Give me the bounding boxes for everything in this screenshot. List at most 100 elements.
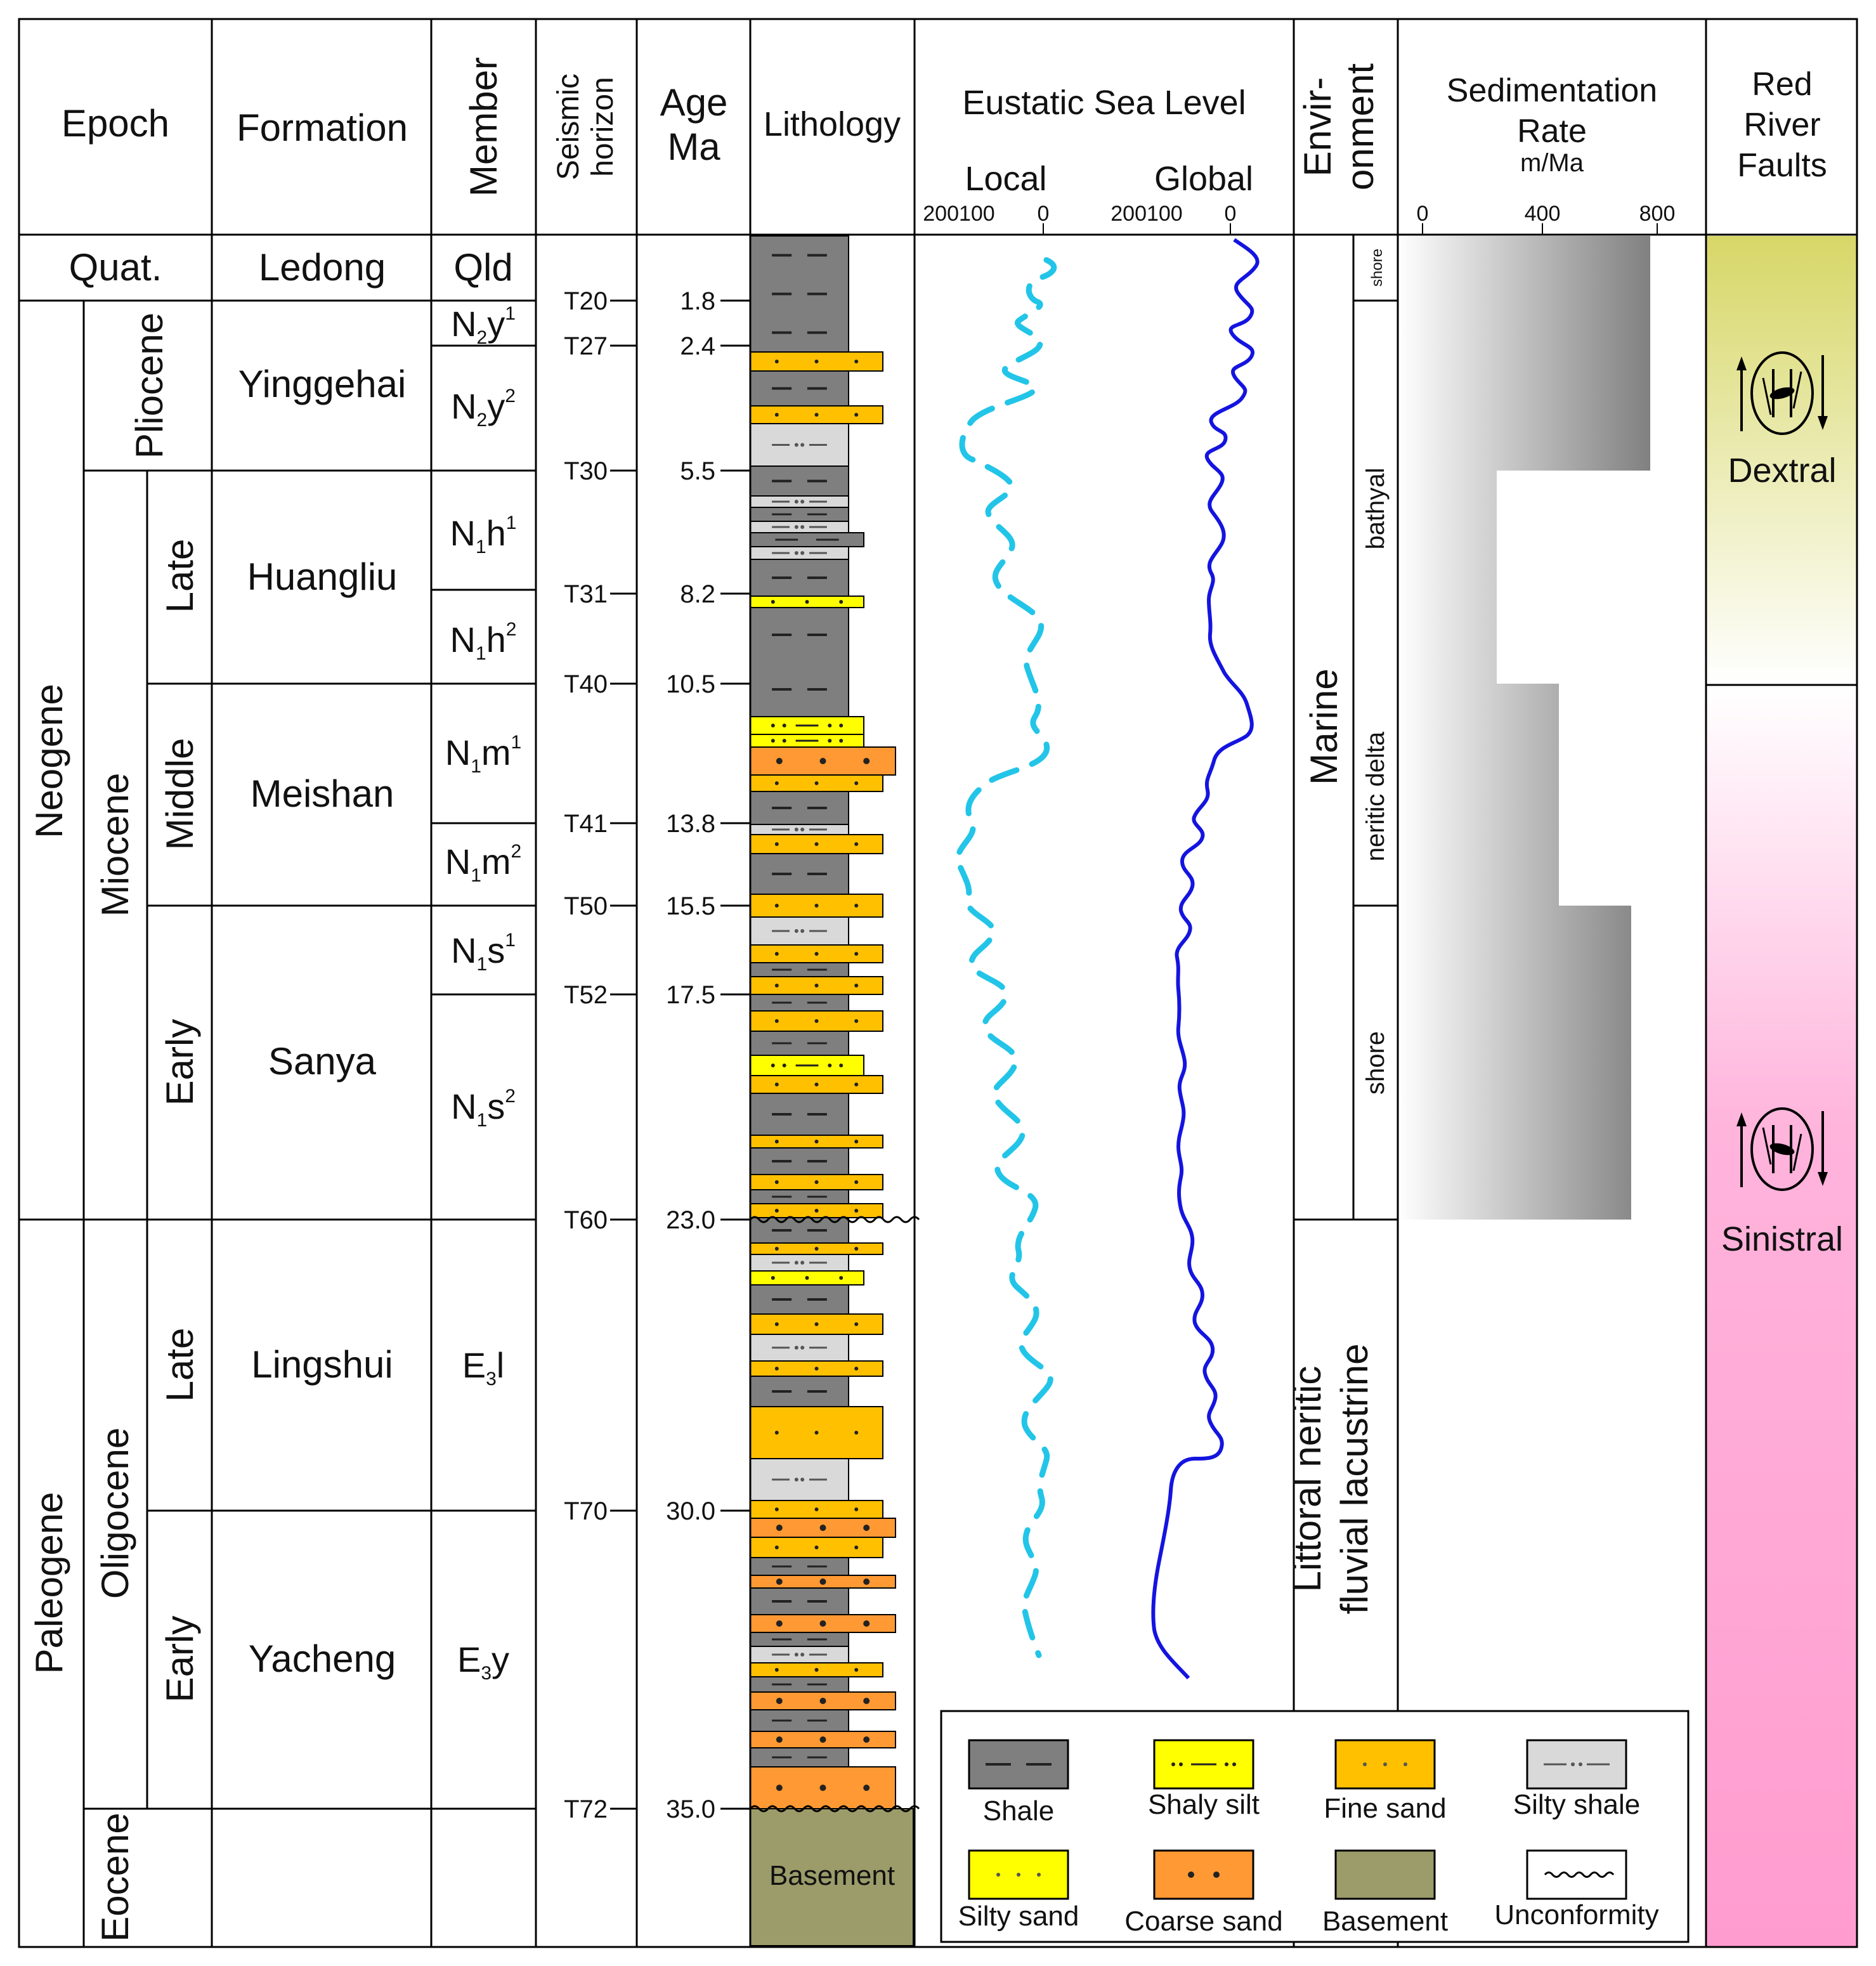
header-age-line2: Ma [667, 126, 720, 168]
litho-layer-shale [750, 1093, 849, 1136]
litho-layer-fine-sand [750, 1360, 883, 1377]
header-sedimentation-unit: m/Ma [1520, 149, 1584, 177]
fault-sinistral-label: Sinistral [1721, 1220, 1843, 1258]
litho-layer-shale [750, 607, 849, 717]
age-13.8: 13.8 [666, 810, 715, 838]
member-qld: Qld [453, 246, 512, 289]
epoch-eocene: Eocene [94, 1813, 136, 1942]
sed-tick-800: 800 [1639, 202, 1676, 226]
formation-lingshui: Lingshui [251, 1343, 393, 1386]
member-n1s2: N1s2 [451, 1086, 516, 1131]
header-formation: Formation [237, 107, 408, 149]
horizon-t27: T27 [564, 332, 608, 360]
subepoch-oligocene-late: Late [159, 1328, 201, 1402]
legend-label-shale: Shale [983, 1795, 1055, 1826]
header-local: Local [965, 160, 1046, 198]
dextral-fault-icon [1736, 351, 1828, 435]
litho-layer-shaly-silt [750, 716, 864, 735]
sedimentation-rate-profile [1398, 236, 1650, 1220]
epoch-paleogene: Paleogene [28, 1492, 70, 1674]
litho-layer-fine-sand [750, 1135, 883, 1149]
unconformity-t72 [749, 1805, 920, 1813]
unconformity-t60 [749, 1216, 920, 1223]
sed-tick-0: 0 [1417, 202, 1429, 226]
litho-layer-silty-shale [750, 1254, 849, 1272]
local-tick-200100: 200100 [923, 202, 994, 226]
litho-layer-fine-sand [750, 1500, 883, 1519]
local-tick-0: 0 [1038, 202, 1050, 226]
member-e3y: E3y [457, 1639, 509, 1684]
fault-dextral-label: Dextral [1728, 452, 1836, 490]
header-global: Global [1154, 160, 1253, 198]
global-tick-0: 0 [1225, 202, 1237, 226]
litho-layer-shale [750, 1709, 849, 1732]
litho-layer-fine-sand [750, 1406, 883, 1459]
environment-shore: shore [1362, 1031, 1390, 1095]
litho-layer-silty-shale [750, 521, 849, 533]
litho-layer-fine-sand [750, 834, 883, 854]
litho-layer-coarse-sand [750, 1731, 896, 1748]
litho-layer-fine-sand [750, 1662, 883, 1677]
header-environment-line1: Envir- [1296, 77, 1339, 177]
age-5.5: 5.5 [680, 457, 715, 485]
header-faults-line2: River [1743, 107, 1820, 143]
legend-label-shaly-silt: Shaly silt [1148, 1789, 1260, 1820]
litho-layer-shale [750, 465, 849, 497]
header-epoch: Epoch [62, 102, 169, 145]
formation-ledong: Ledong [259, 246, 386, 289]
litho-layer-fine-sand [750, 1242, 883, 1255]
legend: Shale Shaly silt Fine sand Silty shale Silty… [940, 1710, 1690, 1943]
subepoch-oligocene-early: Early [159, 1616, 201, 1703]
litho-layer-shaly-silt [750, 1055, 864, 1076]
global-sea-level-curve [1151, 238, 1260, 1680]
legend-item-silty-sand: Silty sand [958, 1849, 1079, 1932]
litho-layer-shale [750, 1747, 849, 1767]
legend-label-fine-sand: Fine sand [1324, 1793, 1446, 1824]
litho-layer-coarse-sand [750, 1518, 896, 1538]
legend-item-shaly-silt: Shaly silt [1148, 1739, 1260, 1820]
horizon-t60: T60 [564, 1206, 608, 1234]
header-sedimentation-line1: Sedimentation [1447, 72, 1657, 109]
horizon-t40: T40 [564, 670, 608, 698]
local-sea-level-curve [954, 257, 1057, 1658]
litho-layer-silty-shale [750, 1646, 849, 1663]
sinistral-band [1706, 685, 1857, 1947]
epoch-quat: Quat. [69, 246, 162, 289]
litho-layer-silty-sand [750, 596, 864, 608]
horizon-t70: T70 [564, 1497, 608, 1525]
legend-item-shale: Shale [968, 1739, 1069, 1826]
member-n2y2: N2y2 [451, 386, 516, 431]
litho-layer-fine-sand [750, 894, 883, 918]
litho-layer-silty-shale [750, 824, 849, 835]
litho-layer-coarse-sand [750, 1575, 896, 1589]
legend-item-silty-shale: Silty shale [1513, 1739, 1640, 1820]
lithology-column: Basement [749, 235, 920, 1946]
environment-littoral-line2: fluvial lacustrine [1333, 1344, 1376, 1615]
legend-label-silty-sand: Silty sand [958, 1901, 1079, 1932]
horizon-t41: T41 [564, 810, 608, 838]
epoch-neogene: Neogene [28, 684, 70, 838]
age-23.0: 23.0 [666, 1206, 715, 1234]
legend-item-coarse-sand: Coarse sand [1124, 1849, 1283, 1937]
litho-layer-fine-sand [750, 1537, 883, 1558]
litho-layer-shale [750, 962, 849, 977]
age-8.2: 8.2 [680, 580, 715, 608]
age-1.8: 1.8 [680, 287, 715, 315]
environment-bathyal: bathyal [1362, 468, 1390, 550]
litho-layer-coarse-sand [750, 1614, 896, 1633]
subepoch-miocene-early: Early [159, 1019, 201, 1106]
header-environment-line2: onment [1339, 63, 1381, 190]
formation-yinggehai: Yinggehai [238, 363, 407, 405]
epoch-pliocene: Pliocene [128, 313, 171, 459]
litho-layer-shale [750, 507, 849, 522]
environment-shore-top: shore [1369, 249, 1386, 287]
member-n2y1: N2y1 [451, 303, 516, 348]
litho-layer-shaly-silt [750, 734, 864, 748]
environment-neritic-delta: neritic delta [1362, 731, 1390, 861]
litho-layer-fine-sand [750, 405, 883, 424]
litho-layer-shale [750, 1376, 849, 1407]
litho-layer-fine-sand [750, 1010, 883, 1032]
age-35.0: 35.0 [666, 1795, 715, 1823]
formation-yacheng: Yacheng [249, 1637, 396, 1680]
formation-huangliu: Huangliu [247, 556, 398, 598]
